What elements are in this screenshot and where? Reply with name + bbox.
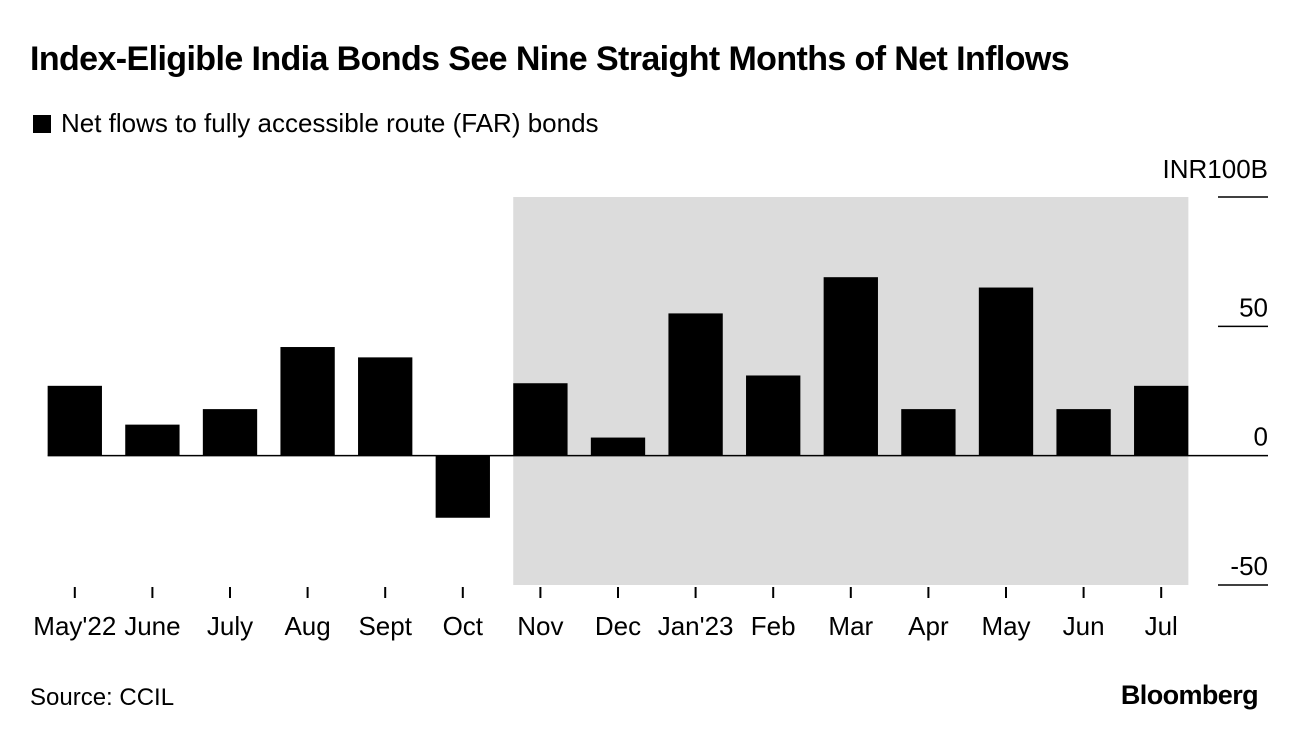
source-note: Source: CCIL (30, 684, 175, 711)
y-tick-label: 50 (1239, 292, 1268, 322)
bar-feb (746, 375, 801, 456)
y-axis-unit-label: INR100B (1162, 154, 1269, 184)
x-tick-label: Dec (595, 611, 641, 641)
x-tick-label: Aug (284, 611, 330, 641)
x-tick-label: Jul (1145, 611, 1178, 641)
bar-jan-23 (668, 313, 723, 456)
x-tick-label: May'22 (33, 611, 116, 641)
bar-aug (280, 347, 335, 456)
x-tick-label: Apr (908, 611, 949, 641)
x-tick-label: Sept (358, 611, 412, 641)
bar-nov (513, 383, 568, 456)
x-tick-label: Nov (517, 611, 563, 641)
x-tick-label: May (981, 611, 1030, 641)
x-tick-label: July (207, 611, 253, 641)
legend: Net flows to fully accessible route (FAR… (33, 108, 599, 139)
bar-july (202, 409, 258, 456)
bar-jun (1056, 409, 1111, 456)
bar-oct (435, 455, 490, 518)
x-tick-label: Feb (751, 611, 796, 641)
x-tick-label: Oct (443, 611, 484, 641)
bloomberg-logo: Bloomberg (1120, 680, 1259, 710)
bar-may (978, 287, 1034, 456)
x-tick-label: Jan'23 (658, 611, 734, 641)
bar-june (125, 424, 180, 456)
bar-mar (823, 277, 878, 456)
chart-title: Index-Eligible India Bonds See Nine Stra… (30, 40, 1070, 78)
bar-may-22 (47, 385, 102, 456)
legend-label: Net flows to fully accessible route (FAR… (61, 108, 599, 138)
y-tick-label: 0 (1254, 422, 1268, 452)
x-tick-label: Jun (1063, 611, 1105, 641)
bar-sept (358, 357, 413, 456)
x-tick-label: Mar (828, 611, 873, 641)
y-tick-label: -50 (1230, 551, 1268, 581)
bar-dec (590, 437, 646, 456)
legend-swatch (33, 114, 51, 133)
bar-apr (901, 409, 956, 456)
x-tick-label: June (124, 611, 180, 641)
bar-jul (1134, 385, 1189, 456)
